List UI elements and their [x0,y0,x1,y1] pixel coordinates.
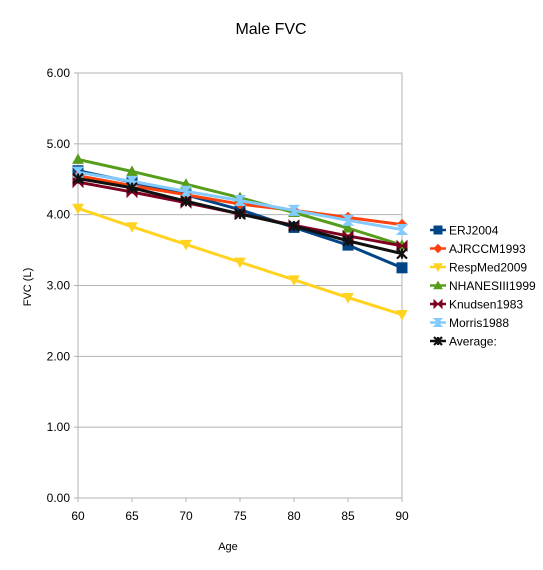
data-point [180,239,192,251]
chart-title: Male FVC [235,21,306,38]
data-point [72,203,84,215]
data-point [433,336,443,346]
data-point [126,181,138,194]
data-point [342,293,354,304]
data-point [287,204,301,216]
y-tick-label: 5.00 [47,137,71,151]
data-point [288,275,300,286]
y-tick-label: 2.00 [47,349,71,363]
series-group [71,153,409,321]
y-tick-label: 1.00 [47,420,71,434]
legend-label: Average: [449,335,497,349]
data-point [72,153,84,164]
legend-item: Average: [430,335,497,349]
grid [78,72,402,499]
x-tick-label: 60 [71,509,85,523]
legend-item: NHANESIII1999 [430,279,536,293]
data-point [342,222,354,233]
legend-label: AJRCCM1993 [449,242,526,256]
legend-item: RespMed2009 [430,261,527,275]
legend-item: Knudsen1983 [430,298,523,312]
data-point [396,310,408,321]
data-point [233,195,247,206]
legend-label: Knudsen1983 [449,298,523,312]
axes [74,72,403,502]
x-tick-labels: 60 65 70 75 80 85 90 [71,509,409,523]
legend-item: AJRCCM1993 [430,242,526,256]
y-tick-labels: 0.00 1.00 2.00 3.00 4.00 5.00 6.00 [47,66,71,505]
series-respmed2009 [72,203,408,321]
data-point [433,263,443,273]
data-point [396,239,408,253]
x-axis-title: Age [218,541,238,553]
data-point [341,214,355,226]
data-point [72,172,84,185]
data-point [234,208,246,220]
x-tick-label: 75 [233,509,247,523]
legend-label: Morris1988 [449,316,509,330]
data-point [433,225,443,235]
legend-item: ERJ2004 [430,224,499,238]
data-point [433,280,443,290]
legend: ERJ2004 AJRCCM1993 RespMed2009 NHANESIII199… [430,224,536,349]
x-tick-label: 80 [287,509,301,523]
y-tick-label: 6.00 [47,66,71,80]
data-point [342,235,354,247]
data-point [234,257,246,269]
y-tick-label: 0.00 [47,491,71,505]
data-point [395,224,409,236]
legend-label: ERJ2004 [449,224,499,238]
data-point [396,247,408,260]
data-point [288,220,300,232]
y-tick-label: 4.00 [47,208,71,222]
legend-label: NHANESIII1999 [449,279,536,293]
x-tick-label: 90 [395,509,409,523]
x-tick-label: 85 [341,509,355,523]
legend-item: Morris1988 [430,316,509,330]
data-point [432,318,444,327]
data-point [433,243,443,254]
data-point [396,262,408,274]
data-point [126,222,138,233]
series-average [72,172,408,260]
x-tick-label: 70 [179,509,193,523]
data-point [433,298,443,310]
x-tick-label: 65 [125,509,139,523]
data-point [126,165,138,176]
legend-label: RespMed2009 [449,261,527,275]
y-tick-label: 3.00 [47,279,71,293]
y-axis-title: FVC (L) [22,268,34,307]
data-point [180,195,192,207]
